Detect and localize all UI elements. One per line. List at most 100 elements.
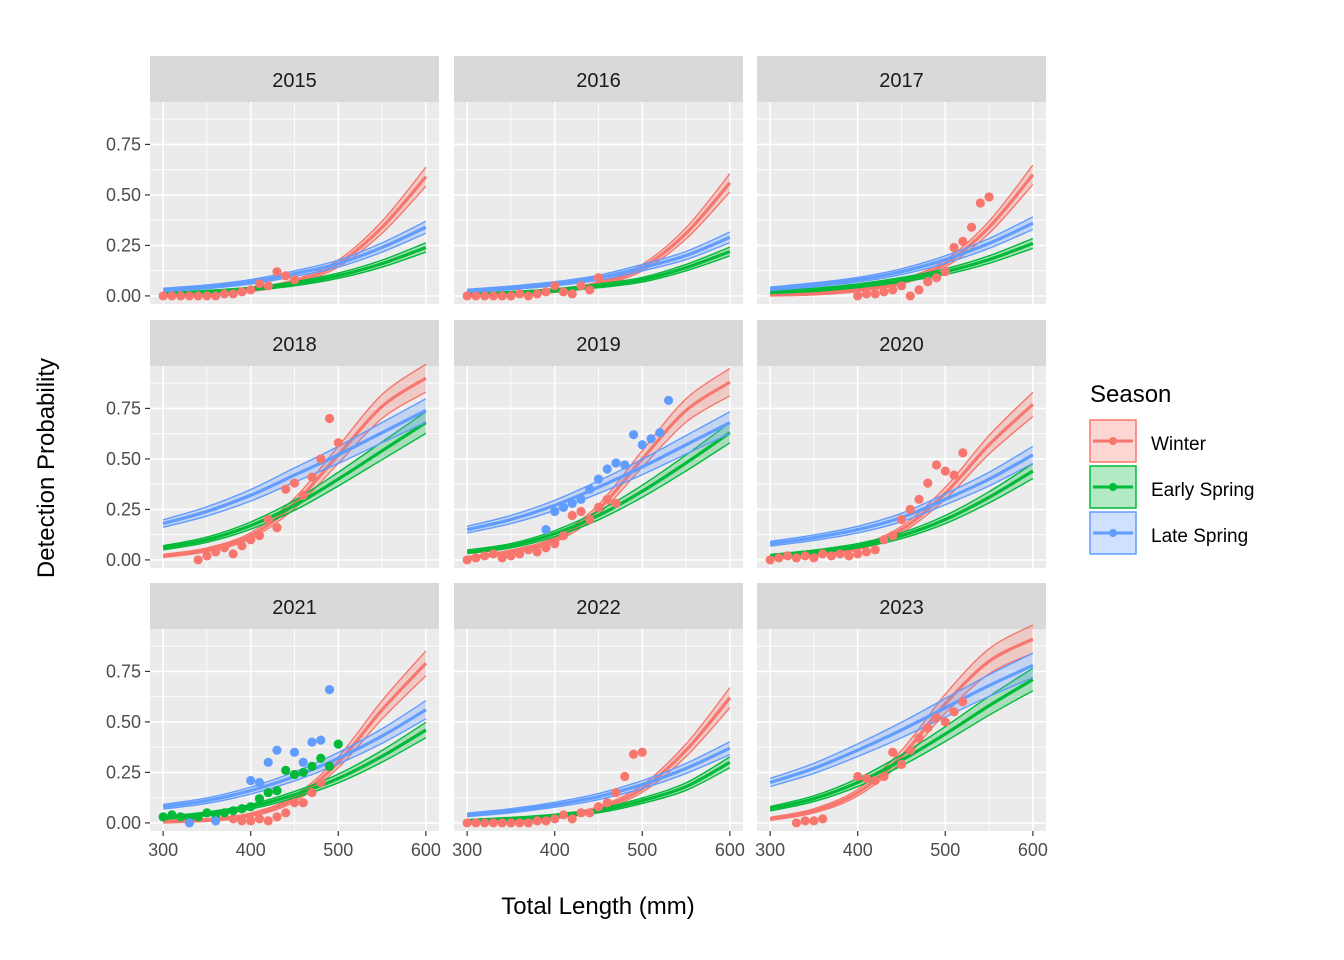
- point-winter: [914, 494, 924, 504]
- legend-key-point-late-spring: [1109, 529, 1117, 537]
- legend-item-early-spring: Early Spring: [1089, 465, 1255, 509]
- y-axis-title: Detection Probability: [33, 358, 60, 578]
- point-winter: [923, 723, 933, 733]
- point-winter: [289, 478, 300, 488]
- point-early-spring: [202, 808, 212, 818]
- point-winter: [506, 551, 516, 561]
- point-winter: [593, 273, 604, 283]
- point-winter: [550, 814, 560, 824]
- point-winter: [254, 531, 265, 541]
- point-late-spring: [611, 458, 621, 468]
- point-winter: [497, 291, 507, 301]
- legend-title: Season: [1090, 381, 1171, 408]
- point-late-spring: [567, 498, 577, 508]
- point-winter: [628, 749, 639, 759]
- point-winter: [879, 771, 889, 782]
- point-winter: [488, 291, 499, 301]
- point-winter: [853, 291, 863, 301]
- point-winter: [316, 454, 326, 464]
- point-early-spring: [237, 804, 247, 814]
- ribbon-winter: [467, 687, 730, 823]
- point-winter: [228, 814, 238, 824]
- facet-panel-2021: 2021 300 400 500 600 0.00 0.25 0.50 0.75: [106, 583, 441, 860]
- curve-late-spring: [769, 221, 1034, 291]
- ribbon-upper-winter: [163, 363, 427, 556]
- point-winter: [480, 291, 490, 301]
- point-winter: [228, 289, 238, 299]
- legend: Season Winter Early Spring Late Spring: [1089, 381, 1255, 555]
- facet-panel-2016: 2016: [454, 56, 743, 304]
- point-winter: [593, 802, 604, 812]
- point-late-spring: [585, 484, 595, 494]
- point-late-spring: [272, 745, 282, 755]
- point-winter: [176, 291, 186, 301]
- facet-title: 2021: [272, 597, 317, 619]
- point-winter: [324, 413, 335, 424]
- point-winter: [809, 816, 819, 826]
- point-winter: [844, 551, 854, 561]
- point-late-spring: [263, 757, 273, 767]
- point-early-spring: [298, 767, 308, 778]
- point-winter: [905, 504, 915, 515]
- point-late-spring: [655, 428, 665, 438]
- point-early-spring: [254, 794, 265, 804]
- point-late-spring: [646, 434, 656, 444]
- point-winter: [272, 523, 282, 533]
- point-winter: [949, 707, 959, 717]
- facet-title: 2018: [272, 334, 317, 356]
- y-tick-label: 0.50: [106, 712, 141, 732]
- point-winter: [506, 291, 516, 301]
- facet-strip: [757, 320, 1046, 366]
- x-tick-label: 300: [452, 840, 482, 860]
- point-winter: [940, 717, 950, 727]
- facet-panel-2019: 2019: [454, 320, 743, 568]
- point-winter: [237, 541, 247, 551]
- point-winter: [861, 547, 872, 557]
- point-late-spring: [628, 430, 639, 440]
- point-winter: [914, 285, 924, 295]
- point-late-spring: [324, 685, 335, 695]
- facet-strip: [454, 56, 743, 102]
- point-winter: [940, 466, 950, 476]
- point-winter: [958, 236, 968, 246]
- point-winter: [193, 291, 203, 301]
- point-winter: [462, 291, 472, 301]
- point-winter: [523, 818, 534, 828]
- y-tick-label: 0.25: [106, 762, 141, 782]
- facet-panel-2022: 2022 300 400 500 600: [452, 583, 745, 860]
- point-winter: [263, 514, 273, 525]
- point-winter: [281, 484, 291, 494]
- point-early-spring: [263, 788, 273, 798]
- point-winter: [558, 810, 569, 820]
- point-early-spring: [324, 761, 335, 771]
- point-winter: [506, 818, 516, 828]
- point-late-spring: [184, 818, 195, 828]
- point-winter: [307, 788, 317, 798]
- point-winter: [567, 289, 577, 299]
- point-winter: [966, 222, 977, 232]
- point-winter: [585, 808, 595, 818]
- point-winter: [800, 551, 810, 561]
- point-winter: [558, 287, 569, 297]
- point-winter: [888, 531, 898, 541]
- point-winter: [202, 551, 212, 561]
- point-winter: [818, 549, 828, 559]
- point-winter: [488, 549, 499, 559]
- facet-title: 2019: [576, 334, 621, 356]
- point-winter: [550, 281, 560, 291]
- point-winter: [818, 814, 828, 824]
- point-winter: [774, 553, 784, 563]
- point-winter: [896, 281, 907, 291]
- point-winter: [471, 818, 481, 828]
- y-tick-label: 0.25: [106, 499, 141, 519]
- ribbon-winter: [770, 625, 1033, 821]
- ribbon-upper-late-spring: [770, 445, 1034, 543]
- point-winter: [263, 281, 273, 291]
- point-winter: [193, 555, 203, 565]
- point-early-spring: [167, 810, 177, 820]
- point-winter: [958, 448, 968, 458]
- legend-item-late-spring: Late Spring: [1089, 511, 1248, 555]
- point-early-spring: [289, 769, 300, 780]
- point-winter: [602, 494, 612, 504]
- point-winter: [488, 818, 499, 828]
